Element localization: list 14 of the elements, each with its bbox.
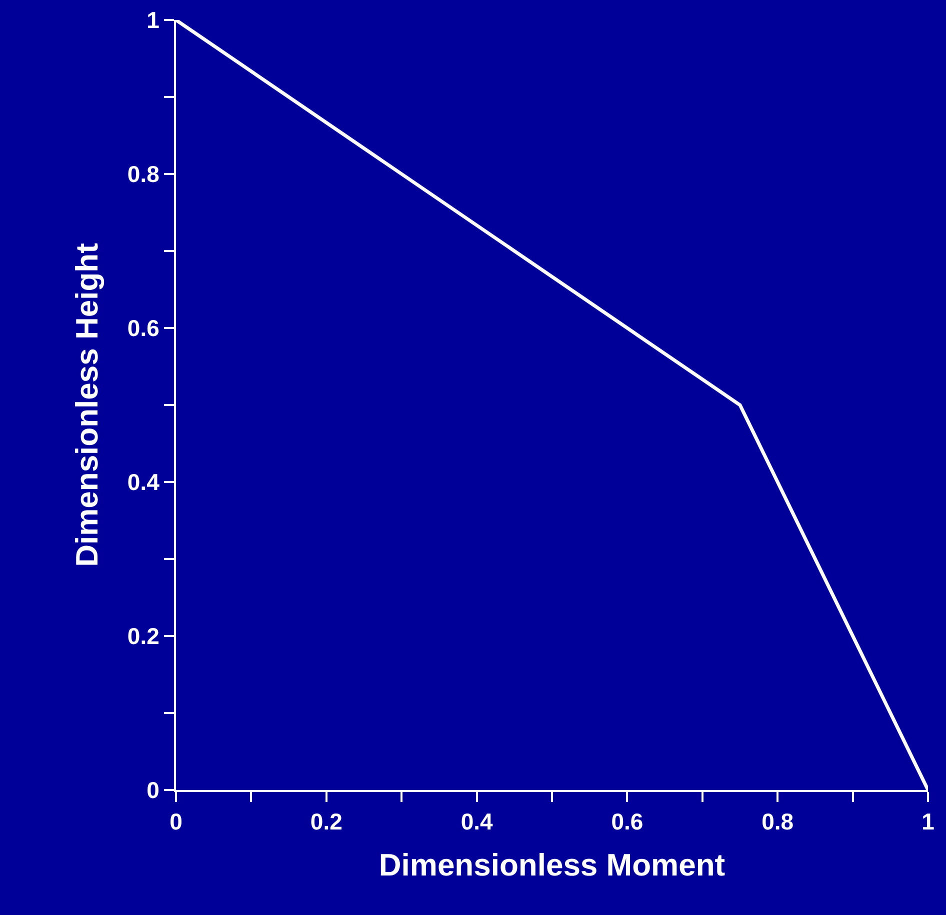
y-tick-label: 1: [146, 7, 160, 34]
y-tick-label: 0.6: [127, 315, 160, 342]
y-tick-label: 0.2: [127, 623, 160, 650]
y-axis-title: Dimensionless Height: [70, 243, 105, 567]
x-tick-label: 0.6: [611, 808, 644, 835]
x-tick-label: 0.4: [460, 808, 493, 835]
x-tick-label: 0.2: [310, 808, 342, 835]
y-tick-label: 0.8: [127, 161, 160, 188]
y-tick-label: 0.4: [127, 469, 160, 496]
x-tick-label: 0: [170, 808, 182, 835]
y-tick-label: 0: [146, 777, 160, 804]
x-tick-label: 1: [922, 808, 935, 835]
x-axis-title: Dimensionless Moment: [378, 847, 726, 882]
x-tick-label: 0.8: [762, 808, 794, 835]
